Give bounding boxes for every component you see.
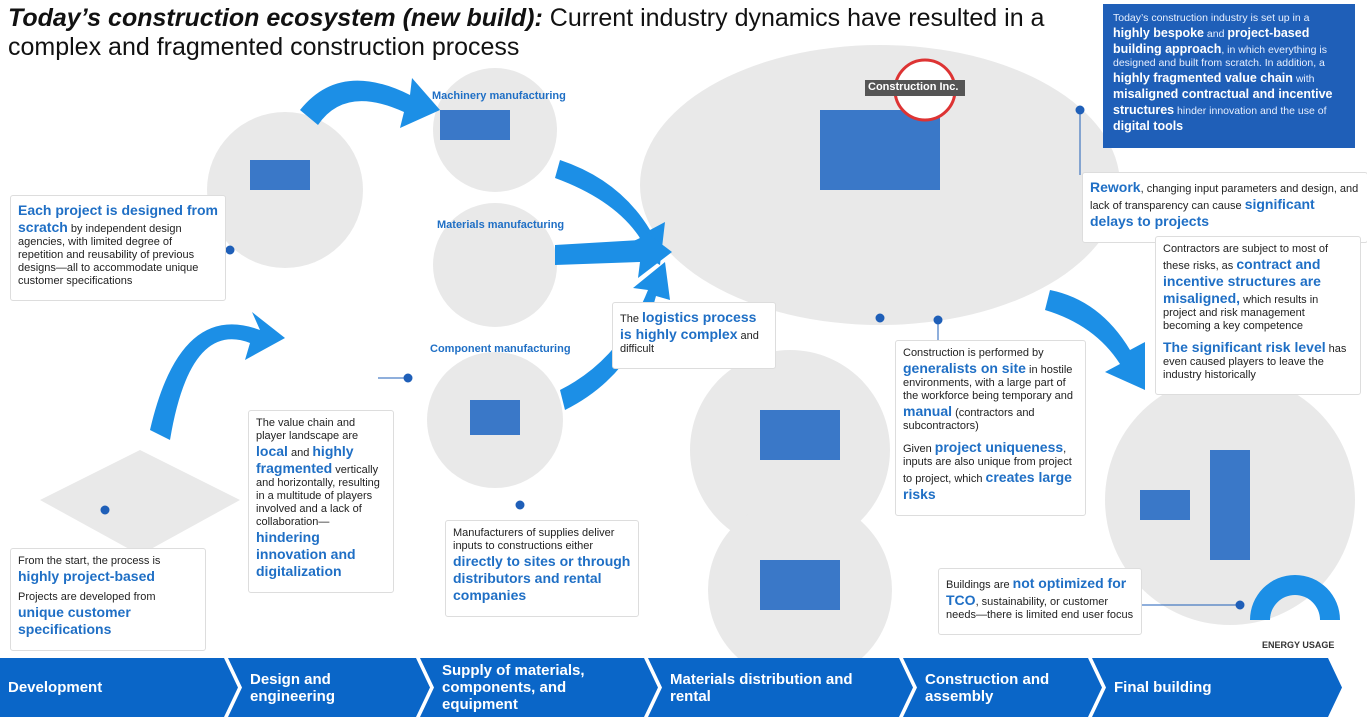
text-run: directly to sites or through distributor…	[453, 553, 630, 603]
paragraph: The logistics process is highly complex …	[620, 309, 768, 356]
callout: Construction is performed by generalists…	[895, 340, 1086, 516]
paragraph: Rework, changing input parameters and de…	[1090, 179, 1360, 230]
text-run: From the start, the process is	[18, 555, 160, 567]
paragraph: Construction is performed by generalists…	[903, 347, 1078, 433]
text-run: hinder innovation and the use of	[1174, 105, 1326, 117]
label: Construction Inc.	[868, 81, 958, 93]
label: Materials manufacturing	[437, 219, 564, 231]
text-run: generalists on site	[903, 360, 1026, 376]
text-run: The value chain and player landscape are	[256, 417, 358, 442]
callout: Contractors are subject to most of these…	[1155, 236, 1361, 395]
stage-label: Materials distribution and rental	[670, 664, 895, 711]
title: Today’s construction ecosystem (new buil…	[8, 4, 1088, 62]
text-run: Today’s construction industry is set up …	[1113, 12, 1310, 24]
text-run: project uniqueness	[935, 439, 1063, 455]
text-run: Projects are developed from	[18, 591, 156, 603]
paragraph: The significant risk level has even caus…	[1163, 339, 1353, 382]
label: Component manufacturing	[430, 343, 571, 355]
text-run: and	[1204, 28, 1227, 40]
paragraph: From the start, the process is highly pr…	[18, 555, 198, 585]
paragraph: Buildings are not optimized for TCO, sus…	[946, 575, 1134, 622]
paragraph: The value chain and player landscape are…	[256, 417, 386, 580]
text-run: The significant risk level	[1163, 339, 1326, 355]
text-run: Manufacturers of supplies deliver inputs…	[453, 527, 614, 552]
text-run: Buildings are	[946, 579, 1013, 591]
paragraph: Today’s construction industry is set up …	[1113, 12, 1345, 134]
callout: From the start, the process is highly pr…	[10, 548, 206, 651]
text-run: The	[620, 313, 642, 325]
stage-label: Final building	[1114, 664, 1324, 711]
text-run: manual	[903, 403, 952, 419]
paragraph: Manufacturers of supplies deliver inputs…	[453, 527, 631, 604]
stage-label: Construction and assembly	[925, 664, 1084, 711]
text-run: highly fragmented value chain	[1113, 71, 1293, 85]
page: Today’s construction ecosystem (new buil…	[0, 0, 1367, 717]
callout: The value chain and player landscape are…	[248, 410, 394, 593]
text-run: highly project-based	[18, 568, 155, 584]
stage-label: Supply of materials, components, and equ…	[442, 664, 640, 711]
stage-label: Development	[8, 664, 206, 711]
text-run: highly bespoke	[1113, 26, 1204, 40]
callout: Manufacturers of supplies deliver inputs…	[445, 520, 639, 617]
paragraph: Contractors are subject to most of these…	[1163, 243, 1353, 333]
callout: Each project is designed from scratch by…	[10, 195, 226, 301]
text-run: and	[288, 447, 312, 459]
paragraph: Given project uniqueness, inputs are als…	[903, 439, 1078, 503]
text-run: unique customer specifications	[18, 604, 131, 637]
summary-box: Today’s construction industry is set up …	[1103, 4, 1355, 148]
text-run: Today’s construction ecosystem (new buil…	[8, 4, 543, 32]
label: ENERGY USAGE	[1262, 640, 1334, 650]
text-run: Rework	[1090, 179, 1141, 195]
paragraph: Projects are developed from unique custo…	[18, 591, 198, 638]
label: Machinery manufacturing	[432, 90, 566, 102]
stage-label: Design and engineering	[250, 664, 412, 711]
callout: Rework, changing input parameters and de…	[1082, 172, 1367, 243]
callout: Buildings are not optimized for TCO, sus…	[938, 568, 1142, 635]
text-run: hindering innovation and digitalization	[256, 529, 356, 579]
text-run: with	[1293, 73, 1315, 85]
callout: The logistics process is highly complex …	[612, 302, 776, 369]
text-run: Construction is performed by	[903, 347, 1044, 359]
paragraph: Each project is designed from scratch by…	[18, 202, 218, 288]
text-run: local	[256, 443, 288, 459]
text-run: Given	[903, 443, 935, 455]
text-run: digital tools	[1113, 119, 1183, 133]
